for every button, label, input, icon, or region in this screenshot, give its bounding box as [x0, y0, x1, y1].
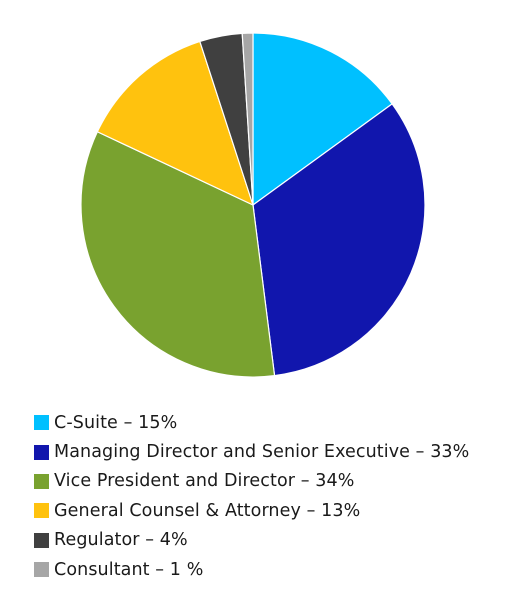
legend-swatch [34, 562, 49, 578]
legend-label: General Counsel & Attorney – 13% [54, 500, 361, 521]
legend-label: Managing Director and Senior Executive –… [54, 442, 470, 463]
legend-item: Vice President and Director – 34% [34, 467, 469, 496]
legend-swatch [34, 532, 49, 548]
legend-swatch [34, 444, 49, 460]
chart-legend: C-Suite – 15% Managing Director and Senio… [34, 408, 469, 584]
legend-label: Vice President and Director – 34% [54, 471, 355, 492]
legend-item: Managing Director and Senior Executive –… [34, 437, 469, 466]
legend-label: C-Suite – 15% [54, 412, 178, 433]
pie-slice-1 [252, 103, 426, 377]
legend-label: Consultant – 1 % [54, 559, 204, 580]
pie-slice-3 [96, 40, 254, 206]
pie-slice-0 [252, 32, 393, 206]
legend-swatch [34, 415, 49, 431]
pie-plot-area [80, 32, 426, 378]
legend-item: Consultant – 1 % [34, 555, 469, 584]
legend-label: Regulator – 4% [54, 530, 188, 551]
legend-item: Regulator – 4% [34, 526, 469, 555]
legend-item: C-Suite – 15% [34, 408, 469, 437]
legend-swatch [34, 473, 49, 489]
pie-slice-2 [80, 131, 276, 378]
legend-swatch [34, 503, 49, 519]
legend-item: General Counsel & Attorney – 13% [34, 496, 469, 525]
pie-slice-5 [241, 32, 254, 206]
